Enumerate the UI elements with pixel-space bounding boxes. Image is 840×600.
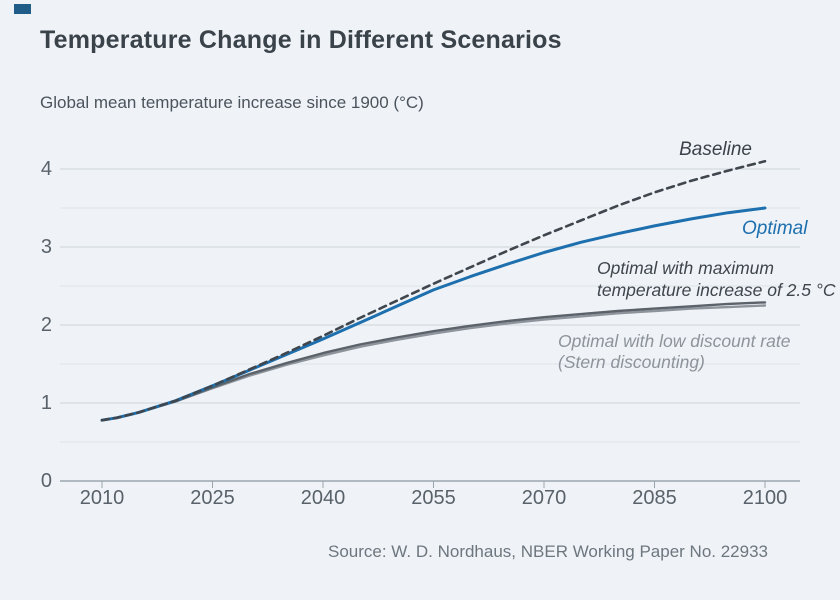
x-axis-tick-label: 2010: [79, 487, 125, 509]
series-label-max-temperature-line1: Optimal with maximum: [597, 258, 774, 278]
x-axis-tick-label: 2100: [742, 487, 788, 509]
series-label-optimal: Optimal: [742, 218, 808, 239]
series-label-stern-discounting-line2: (Stern discounting): [558, 352, 705, 372]
series-label-max-temperature-line2: temperature increase of 2.5 °C: [597, 280, 836, 300]
x-axis-tick-label: 2070: [521, 487, 567, 509]
series-label-max-temperature: Optimal with maximum temperature increas…: [597, 257, 836, 301]
chart-title: Temperature Change in Different Scenario…: [40, 26, 562, 54]
series-label-baseline: Baseline: [679, 139, 752, 160]
series-label-stern-discounting-line1: Optimal with low discount rate: [558, 331, 791, 351]
y-axis-tick-label: 2: [40, 314, 52, 336]
y-axis-tick-label: 3: [40, 236, 52, 258]
series-label-stern-discounting: Optimal with low discount rate (Stern di…: [558, 331, 790, 373]
chart-subtitle: Global mean temperature increase since 1…: [40, 93, 424, 112]
y-axis-tick-label: 1: [40, 392, 52, 414]
y-axis-tick-label: 4: [40, 158, 52, 180]
x-axis-tick-label: 2055: [411, 487, 456, 509]
nber-brand-square: [14, 4, 31, 14]
series-line-baseline: [100, 159, 767, 422]
source-credit: Source: W. D. Nordhaus, NBER Working Pap…: [328, 542, 768, 561]
x-axis-tick-label: 2040: [300, 487, 346, 509]
y-axis-tick-label: 0: [40, 470, 52, 492]
x-axis-tick-label: 2085: [632, 487, 677, 509]
x-axis-tick-label: 2025: [190, 487, 235, 509]
